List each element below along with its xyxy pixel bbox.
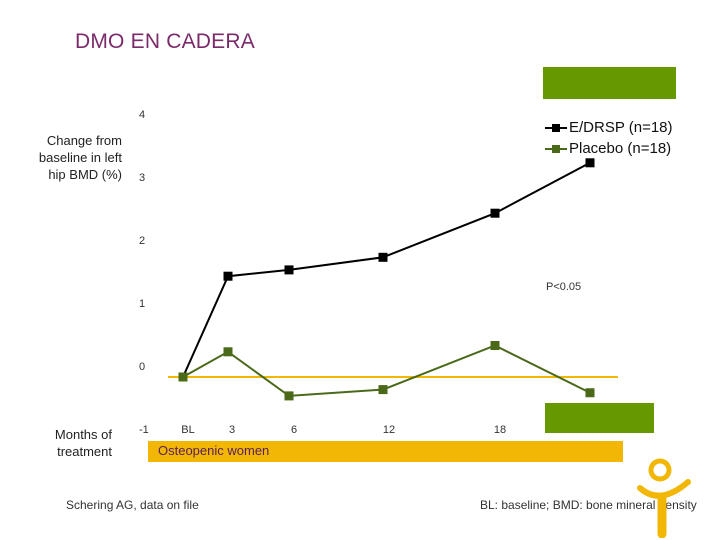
- data-point-ers: [490, 208, 500, 218]
- slide-title: DMO EN CADERA: [75, 30, 255, 53]
- legend-item-ers: E/DRSP (n=18): [545, 117, 673, 138]
- accent-green-box-bottom: [545, 403, 654, 433]
- legend-item-placebo: Placebo (n=18): [545, 138, 673, 159]
- y-tick-label: 2: [139, 235, 145, 247]
- x-tick-label: 12: [383, 424, 395, 436]
- company-logo: [637, 458, 691, 538]
- x-tick-label: 6: [291, 424, 297, 436]
- x-tick-label: 18: [494, 424, 506, 436]
- x-tick-label: BL: [181, 424, 194, 436]
- data-point-placebo: [284, 391, 294, 401]
- y-tick-label: 0: [139, 361, 145, 373]
- y-tick-label: 1: [139, 298, 145, 310]
- data-point-ers: [378, 252, 388, 262]
- y-tick-label: 3: [139, 172, 145, 184]
- abbreviation-note: BL: baseline; BMD: bone mineral density: [480, 498, 697, 512]
- series-line-placebo: [182, 344, 591, 397]
- legend-label-ers: E/DRSP (n=18): [569, 119, 673, 136]
- data-point-placebo: [490, 341, 500, 350]
- data-point-placebo: [223, 347, 233, 357]
- data-point-placebo: [378, 385, 388, 395]
- x-tick-label: 3: [229, 424, 235, 436]
- x-axis-label: Months of treatment: [54, 427, 112, 459]
- chart-legend: E/DRSP (n=18) Placebo (n=18): [545, 117, 673, 159]
- series-line-ers: [182, 161, 591, 378]
- data-point-placebo: [585, 388, 595, 398]
- legend-swatch-ers: [545, 123, 567, 132]
- data-point-ers: [284, 265, 294, 275]
- source-note: Schering AG, data on file: [66, 498, 199, 512]
- legend-label-placebo: Placebo (n=18): [569, 140, 672, 157]
- accent-green-box-top: [543, 67, 676, 99]
- y-axis-label: Change from baseline in left hip BMD (%): [38, 133, 122, 182]
- y-tick-label: -1: [139, 424, 149, 436]
- subtitle-bar: [148, 441, 623, 462]
- data-point-ers: [223, 271, 233, 281]
- y-tick-label: 4: [139, 109, 145, 121]
- significance-annotation: P<0.05: [546, 281, 581, 293]
- chart-subtitle: Osteopenic women: [158, 443, 270, 458]
- data-point-placebo: [178, 372, 188, 382]
- data-point-ers: [585, 158, 595, 168]
- legend-swatch-placebo: [545, 144, 567, 153]
